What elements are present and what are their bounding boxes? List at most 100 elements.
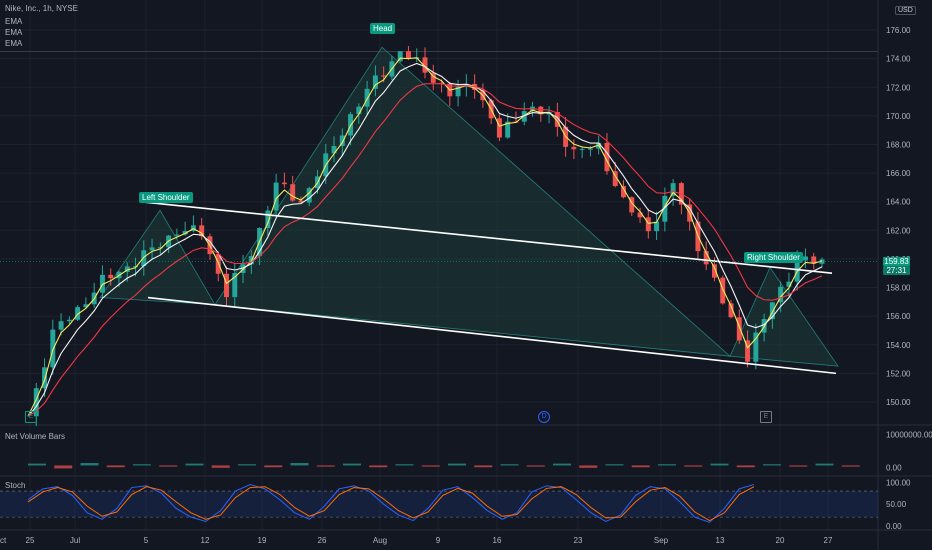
candle-body xyxy=(769,302,775,319)
volume-pane-title[interactable]: Net Volume Bars xyxy=(5,432,66,441)
time-tick-label: 19 xyxy=(258,536,267,545)
left-shoulder-shape xyxy=(99,209,216,306)
candle-body xyxy=(339,135,345,146)
time-tick-label: 9 xyxy=(436,536,441,545)
net-volume-pane: 0.00 10000000.00 xyxy=(28,431,932,472)
ema-mid-line xyxy=(27,62,823,417)
volume-bar xyxy=(684,465,703,467)
time-tick-label: 26 xyxy=(318,536,327,545)
earnings-marker-left[interactable]: E xyxy=(25,411,37,423)
price-tick-label: 170.00 xyxy=(886,112,911,121)
upper-neckline xyxy=(139,200,833,275)
candle-body xyxy=(149,247,155,251)
volume-tick-label: 0.00 xyxy=(886,463,902,472)
volume-bar xyxy=(736,465,755,468)
current-price-tag: 159.83 xyxy=(883,257,910,266)
head-label[interactable]: Head xyxy=(370,23,396,34)
time-tick-label: Sep xyxy=(654,536,669,545)
candle-body xyxy=(182,231,188,235)
volume-bar xyxy=(526,465,545,467)
candle-body xyxy=(232,273,238,298)
candle-body xyxy=(157,247,163,249)
candle-body xyxy=(604,142,610,172)
candle-body xyxy=(331,145,337,154)
candle-body xyxy=(538,106,544,115)
price-axis[interactable]: 150.00152.00154.00156.00158.00160.00162.… xyxy=(886,26,911,407)
candle-body xyxy=(99,274,105,293)
candle-body xyxy=(496,118,502,138)
right-shoulder-label[interactable]: Right Shoulder xyxy=(744,252,803,263)
candle-body xyxy=(141,250,147,267)
volume-bar xyxy=(211,465,230,468)
ema-lines xyxy=(27,57,823,417)
price-tick-label: 150.00 xyxy=(886,398,911,407)
candle-body xyxy=(381,75,387,77)
candle-body xyxy=(265,210,271,229)
price-tick-label: 154.00 xyxy=(886,341,911,350)
time-tick-label: 20 xyxy=(776,536,785,545)
time-tick-label: 16 xyxy=(493,536,502,545)
candle-body xyxy=(645,217,651,232)
stoch-tick-label: 0.00 xyxy=(886,522,902,531)
volume-bar xyxy=(54,465,73,469)
candle-body xyxy=(281,182,287,185)
price-tick-label: 164.00 xyxy=(886,198,911,207)
candle-body xyxy=(505,121,511,138)
candle-body xyxy=(273,182,279,211)
candle-body xyxy=(306,188,312,203)
ema-legend-2[interactable]: EMA xyxy=(5,28,23,37)
head-and-shoulders-pattern xyxy=(0,46,878,367)
lower-neckline xyxy=(147,296,837,375)
stoch-pane-title[interactable]: Stoch xyxy=(5,481,26,490)
dividend-marker[interactable]: D xyxy=(538,411,550,423)
candle-body xyxy=(364,88,370,107)
candle-body xyxy=(654,221,660,232)
candle-body xyxy=(629,197,635,213)
time-tick-label: 13 xyxy=(716,536,725,545)
price-tick-label: 156.00 xyxy=(886,312,911,321)
stoch-tick-label: 100.00 xyxy=(886,478,911,487)
candle-body xyxy=(42,367,48,389)
candle-body xyxy=(745,340,751,362)
volume-bar xyxy=(421,465,440,467)
volume-bar xyxy=(841,465,860,467)
volume-bar xyxy=(789,465,808,467)
left-shoulder-label[interactable]: Left Shoulder xyxy=(139,192,193,203)
time-tick-label: 12 xyxy=(201,536,210,545)
candle-body xyxy=(422,57,428,73)
time-tick-label: 5 xyxy=(144,536,149,545)
candle-body xyxy=(670,183,676,196)
ema-legend-1[interactable]: EMA xyxy=(5,17,23,26)
time-tick-label: 23 xyxy=(574,536,583,545)
volume-bar xyxy=(80,463,99,466)
candle-body xyxy=(58,321,64,330)
time-axis[interactable]: 25 Jul 5 12 19 26 Aug 9 16 23 Sep 13 20 27 Oct xyxy=(0,536,833,545)
volume-bar xyxy=(500,464,519,466)
candle-body xyxy=(33,388,39,417)
candle-body xyxy=(778,286,784,303)
candle-body xyxy=(521,111,527,122)
candle-body xyxy=(554,111,560,127)
currency-badge[interactable]: USD xyxy=(895,6,916,15)
stoch-d-line xyxy=(27,486,755,522)
stoch-tick-label: 50.00 xyxy=(886,500,907,509)
candle-body xyxy=(736,317,742,341)
earnings-marker-right[interactable]: E xyxy=(760,411,772,423)
volume-bar xyxy=(106,465,125,468)
candle-body xyxy=(224,273,229,298)
time-tick-label: 25 xyxy=(26,536,35,545)
ema-legend-3[interactable]: EMA xyxy=(5,39,23,48)
time-tick-label: Oct xyxy=(0,536,7,545)
volume-bar xyxy=(605,464,624,466)
price-tick-label: 174.00 xyxy=(886,55,911,64)
candle-body xyxy=(711,264,717,278)
volume-bar xyxy=(631,465,650,468)
candle-body xyxy=(786,281,792,287)
neckline-lines xyxy=(0,200,878,375)
candle-body xyxy=(703,251,709,265)
symbol-title[interactable]: Nike, Inc., 1h, NYSE xyxy=(5,4,78,13)
candle-body xyxy=(637,212,643,218)
volume-bar xyxy=(369,465,388,468)
head-shape xyxy=(214,46,732,357)
